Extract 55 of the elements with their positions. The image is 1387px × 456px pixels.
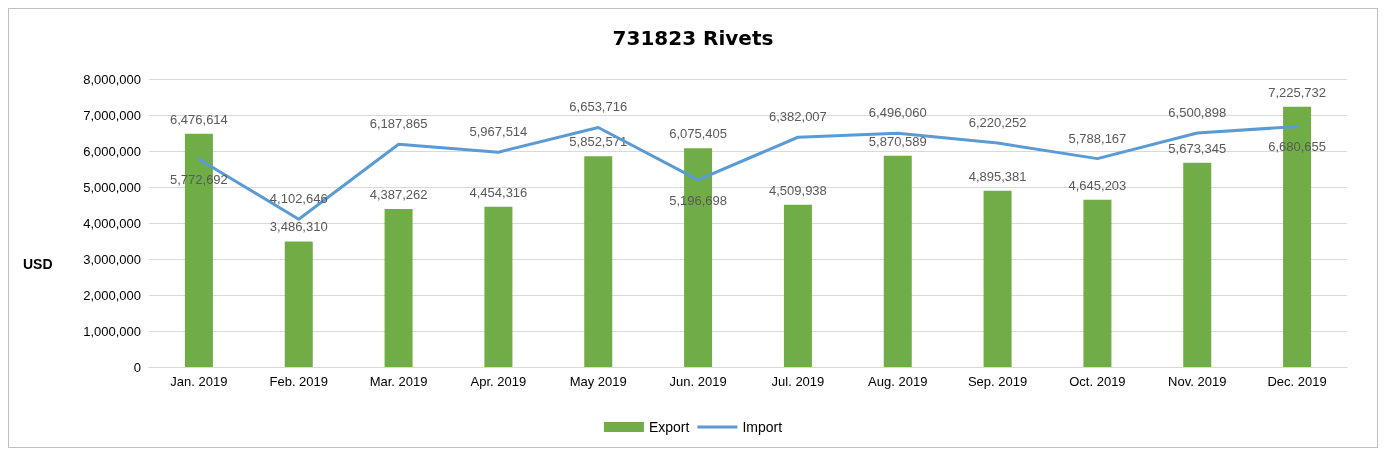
x-tick-label: Jul. 2019 bbox=[771, 374, 825, 389]
y-tick-label: 2,000,000 bbox=[83, 287, 141, 303]
data-label: 6,382,007 bbox=[768, 109, 827, 125]
bar bbox=[284, 241, 313, 367]
data-label: 6,496,060 bbox=[868, 105, 927, 121]
x-tick-label: Mar. 2019 bbox=[369, 374, 428, 389]
y-tick-label: 4,000,000 bbox=[83, 215, 141, 231]
data-label: 6,500,898 bbox=[1168, 104, 1227, 120]
x-tick-label: Dec. 2019 bbox=[1267, 374, 1327, 389]
bar bbox=[883, 155, 912, 367]
data-label: 6,220,252 bbox=[968, 115, 1027, 131]
chart-title: 731823 Rivets bbox=[612, 26, 774, 50]
data-label: 3,486,310 bbox=[269, 219, 328, 235]
bar bbox=[1183, 162, 1212, 367]
y-tick-label: 1,000,000 bbox=[83, 323, 141, 339]
y-tick-label: 8,000,000 bbox=[83, 71, 141, 87]
x-tick-label: Oct. 2019 bbox=[1069, 374, 1126, 389]
x-tick-label: Sep. 2019 bbox=[967, 374, 1028, 389]
x-tick-label: Jun. 2019 bbox=[669, 374, 727, 389]
y-tick-label: 0 bbox=[133, 359, 141, 375]
bar bbox=[584, 156, 613, 367]
x-tick-label: Feb. 2019 bbox=[269, 374, 329, 389]
bar bbox=[384, 209, 413, 367]
data-label: 4,509,938 bbox=[768, 182, 827, 198]
y-axis-title: USD bbox=[23, 256, 53, 272]
x-tick-label: May 2019 bbox=[569, 374, 627, 389]
data-label: 5,870,589 bbox=[868, 133, 927, 149]
x-tick-label: Aug. 2019 bbox=[868, 374, 928, 389]
data-label: 4,454,316 bbox=[469, 184, 528, 200]
y-tick-label: 6,000,000 bbox=[83, 143, 141, 159]
legend-label: Import bbox=[742, 419, 783, 435]
data-label: 4,387,262 bbox=[369, 187, 428, 203]
x-tick-label: Nov. 2019 bbox=[1168, 374, 1227, 389]
data-label: 6,476,614 bbox=[169, 111, 228, 127]
data-label: 6,075,405 bbox=[669, 126, 728, 142]
data-label: 5,852,571 bbox=[569, 134, 628, 150]
bar bbox=[1083, 199, 1112, 367]
y-tick-label: 3,000,000 bbox=[83, 251, 141, 267]
data-label: 6,187,865 bbox=[369, 116, 428, 132]
x-tick-label: Jan. 2019 bbox=[170, 374, 228, 389]
legend-label: Export bbox=[648, 419, 690, 435]
bar bbox=[484, 206, 513, 367]
data-label: 7,225,732 bbox=[1268, 84, 1327, 100]
data-label: 5,673,345 bbox=[1168, 140, 1227, 156]
y-tick-label: 5,000,000 bbox=[83, 179, 141, 195]
x-tick-label: Apr. 2019 bbox=[470, 374, 527, 389]
data-label: 4,102,646 bbox=[269, 191, 328, 207]
data-label: 5,967,514 bbox=[469, 124, 528, 140]
y-tick-label: 7,000,000 bbox=[83, 107, 141, 123]
data-label: 4,645,203 bbox=[1068, 177, 1127, 193]
data-label: 4,895,381 bbox=[968, 168, 1027, 184]
bar bbox=[983, 190, 1012, 367]
data-label: 6,653,716 bbox=[569, 99, 628, 115]
bar bbox=[783, 204, 812, 367]
data-label: 5,788,167 bbox=[1068, 130, 1127, 146]
